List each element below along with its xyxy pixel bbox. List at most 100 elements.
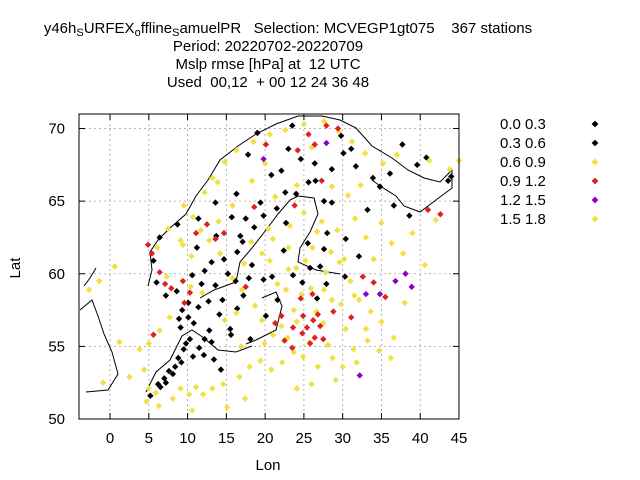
data-point-series-3 (215, 218, 222, 225)
y-tick-label: 60 (48, 266, 65, 283)
data-point-series-3 (364, 337, 371, 344)
data-point-series-3 (308, 380, 315, 388)
data-point-series-2 (206, 327, 213, 334)
data-point-series-3 (350, 346, 357, 353)
data-point-series-1 (448, 173, 455, 180)
data-point-series-1 (328, 165, 336, 173)
data-point-series-3 (126, 373, 133, 381)
data-point-series-2 (244, 151, 252, 158)
data-point-series-3 (169, 395, 177, 402)
title-part-3: ffline (141, 20, 172, 37)
legend-label: 1.5 1.8 (500, 211, 546, 228)
data-point-series-4 (168, 285, 175, 292)
data-point-series-3 (300, 120, 308, 128)
data-point-series-4 (203, 221, 211, 228)
data-point-series-2 (227, 331, 235, 338)
data-point-series-4 (334, 125, 342, 132)
data-point-series-1 (198, 280, 205, 288)
data-point-series-1 (323, 280, 330, 288)
data-point-series-3 (274, 280, 281, 288)
legend-label: 1.2 1.5 (500, 192, 546, 209)
data-point-series-2 (364, 206, 371, 214)
data-point-series-1 (240, 292, 247, 299)
data-point-series-3 (298, 290, 305, 298)
data-point-series-4 (297, 295, 304, 302)
data-point-series-1 (273, 205, 280, 212)
data-point-series-3 (378, 318, 385, 325)
data-point-series-4 (242, 283, 249, 291)
data-point-series-3 (223, 404, 231, 411)
data-point-series-3 (293, 181, 301, 189)
x-tick-label: 25 (296, 430, 313, 447)
data-point-series-3 (334, 226, 341, 234)
data-point-series-1 (312, 177, 319, 185)
data-point-series-3 (220, 380, 227, 388)
data-point-series-2 (352, 163, 360, 170)
data-point-series-1 (173, 287, 180, 295)
data-point-series-3 (282, 126, 289, 134)
data-point-series-2 (150, 257, 157, 264)
data-point-series-3 (290, 306, 298, 314)
data-point-series-3 (332, 376, 339, 383)
data-point-series-4 (220, 229, 228, 237)
data-point-series-4 (144, 241, 152, 248)
data-point-series-4 (316, 322, 324, 330)
data-point-series-3 (314, 363, 322, 370)
data-point-series-3 (355, 296, 363, 304)
data-point-series-1 (177, 324, 184, 331)
data-point-series-4 (306, 340, 314, 347)
data-point-series-4 (289, 324, 297, 331)
x-tick-label: 5 (145, 430, 153, 447)
y-tick-label: 50 (48, 411, 65, 428)
data-point-series-4 (310, 317, 317, 324)
data-point-series-4 (251, 203, 258, 211)
data-point-series-1 (292, 190, 300, 198)
data-point-series-2 (156, 234, 163, 241)
chart-subtitle-variable: Mslp rmse [hPa] at 12 UTC (175, 56, 360, 73)
data-point-series-2 (305, 179, 312, 186)
data-point-series-4 (192, 229, 200, 237)
data-point-series-2 (251, 224, 258, 231)
data-point-series-3 (257, 357, 264, 365)
data-point-series-2 (320, 197, 328, 205)
data-point-series-5 (356, 372, 363, 379)
data-point-series-4 (318, 177, 325, 185)
data-point-series-3 (209, 174, 216, 182)
data-point-series-3 (189, 407, 196, 414)
data-point-series-2 (247, 335, 254, 343)
data-point-series-4 (289, 344, 296, 352)
data-point-series-3 (111, 263, 118, 270)
data-point-series-2 (355, 253, 363, 260)
data-point-series-3 (313, 228, 321, 235)
data-point-series-3 (293, 318, 301, 325)
title-part-2: URFEX (84, 20, 135, 37)
data-point-series-3 (251, 302, 259, 309)
data-point-series-5 (260, 155, 267, 163)
data-point-series-3 (285, 244, 292, 251)
data-point-series-3 (341, 256, 348, 263)
data-point-series-4 (294, 147, 301, 154)
x-tick-label: 20 (257, 430, 274, 447)
data-point-series-3 (320, 286, 328, 293)
data-point-series-2 (313, 295, 321, 302)
data-point-series-6 (265, 225, 272, 232)
data-point-series-1 (175, 315, 183, 322)
data-point-series-4 (272, 319, 279, 327)
data-point-series-3 (309, 244, 316, 251)
legend-marker (591, 177, 599, 185)
data-point-series-3 (177, 385, 184, 392)
data-point-series-2 (185, 299, 192, 307)
data-point-series-3 (240, 260, 248, 267)
data-point-series-6 (328, 296, 336, 304)
data-point-series-4 (311, 334, 318, 341)
data-point-series-2 (323, 229, 331, 237)
data-point-series-3 (339, 363, 346, 370)
data-point-series-3 (348, 138, 356, 145)
data-point-series-2 (278, 167, 285, 174)
data-point-series-3 (136, 346, 143, 353)
data-point-series-1 (186, 335, 194, 343)
data-point-series-3 (362, 325, 370, 333)
data-point-series-2 (268, 171, 275, 179)
data-point-series-2 (280, 247, 287, 254)
